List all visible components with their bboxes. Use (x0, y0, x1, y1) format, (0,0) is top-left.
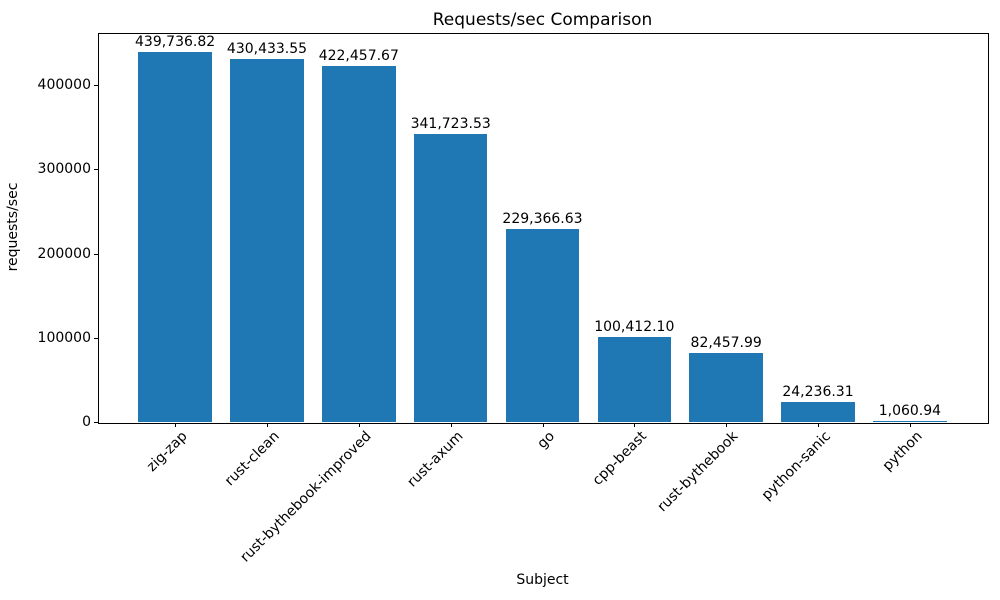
bar-value-label: 24,236.31 (782, 383, 854, 400)
bar (138, 51, 212, 422)
bar-value-label: 82,457.99 (690, 334, 762, 351)
y-tick-label: 200000 (37, 245, 91, 262)
bar (689, 352, 763, 422)
x-tick-label: python-sanic (758, 428, 834, 504)
y-tick (94, 253, 98, 255)
x-tick (818, 423, 819, 427)
bar-value-label: 422,457.67 (318, 48, 399, 65)
x-tick-label: python (879, 428, 926, 475)
bar-value-label: 229,366.63 (502, 210, 583, 227)
x-tick-label: rust-clean (221, 428, 283, 490)
y-tick-label: 400000 (37, 77, 91, 93)
x-axis-label: Subject (516, 572, 569, 588)
y-tick (94, 337, 98, 339)
bar (781, 401, 855, 422)
chart-title: Requests/sec Comparison (432, 10, 653, 30)
x-tick (267, 423, 268, 427)
y-tick (94, 169, 98, 171)
y-tick (94, 422, 98, 423)
x-tick (542, 423, 544, 427)
bar-value-label: 1,060.94 (878, 403, 942, 420)
bar-value-label: 100,412.10 (594, 319, 675, 336)
bar-value-label: 439,736.82 (135, 33, 216, 50)
bar (322, 66, 396, 422)
bar (230, 59, 304, 422)
y-tick-label: 0 (82, 414, 91, 430)
x-tick (175, 423, 177, 427)
x-tick (358, 423, 360, 427)
y-tick-label: 100000 (37, 329, 91, 346)
bar (873, 421, 947, 423)
x-tick (450, 423, 452, 427)
x-tick-label: rust-bythebook (655, 428, 742, 516)
x-tick-label: zig-zap (144, 428, 191, 475)
x-tick (726, 423, 728, 427)
x-tick-label: go (534, 428, 559, 452)
bar-value-label: 430,433.55 (226, 41, 308, 58)
y-tick (94, 85, 98, 86)
bar (597, 337, 672, 422)
x-tick-label: cpp-beast (589, 428, 650, 489)
x-tick (909, 423, 911, 427)
bar (505, 228, 580, 422)
x-tick (634, 423, 636, 427)
bar-value-label: 341,723.53 (410, 116, 491, 133)
x-tick-label: rust-axum (404, 428, 467, 491)
bar (413, 134, 488, 422)
y-tick-label: 300000 (37, 161, 91, 178)
